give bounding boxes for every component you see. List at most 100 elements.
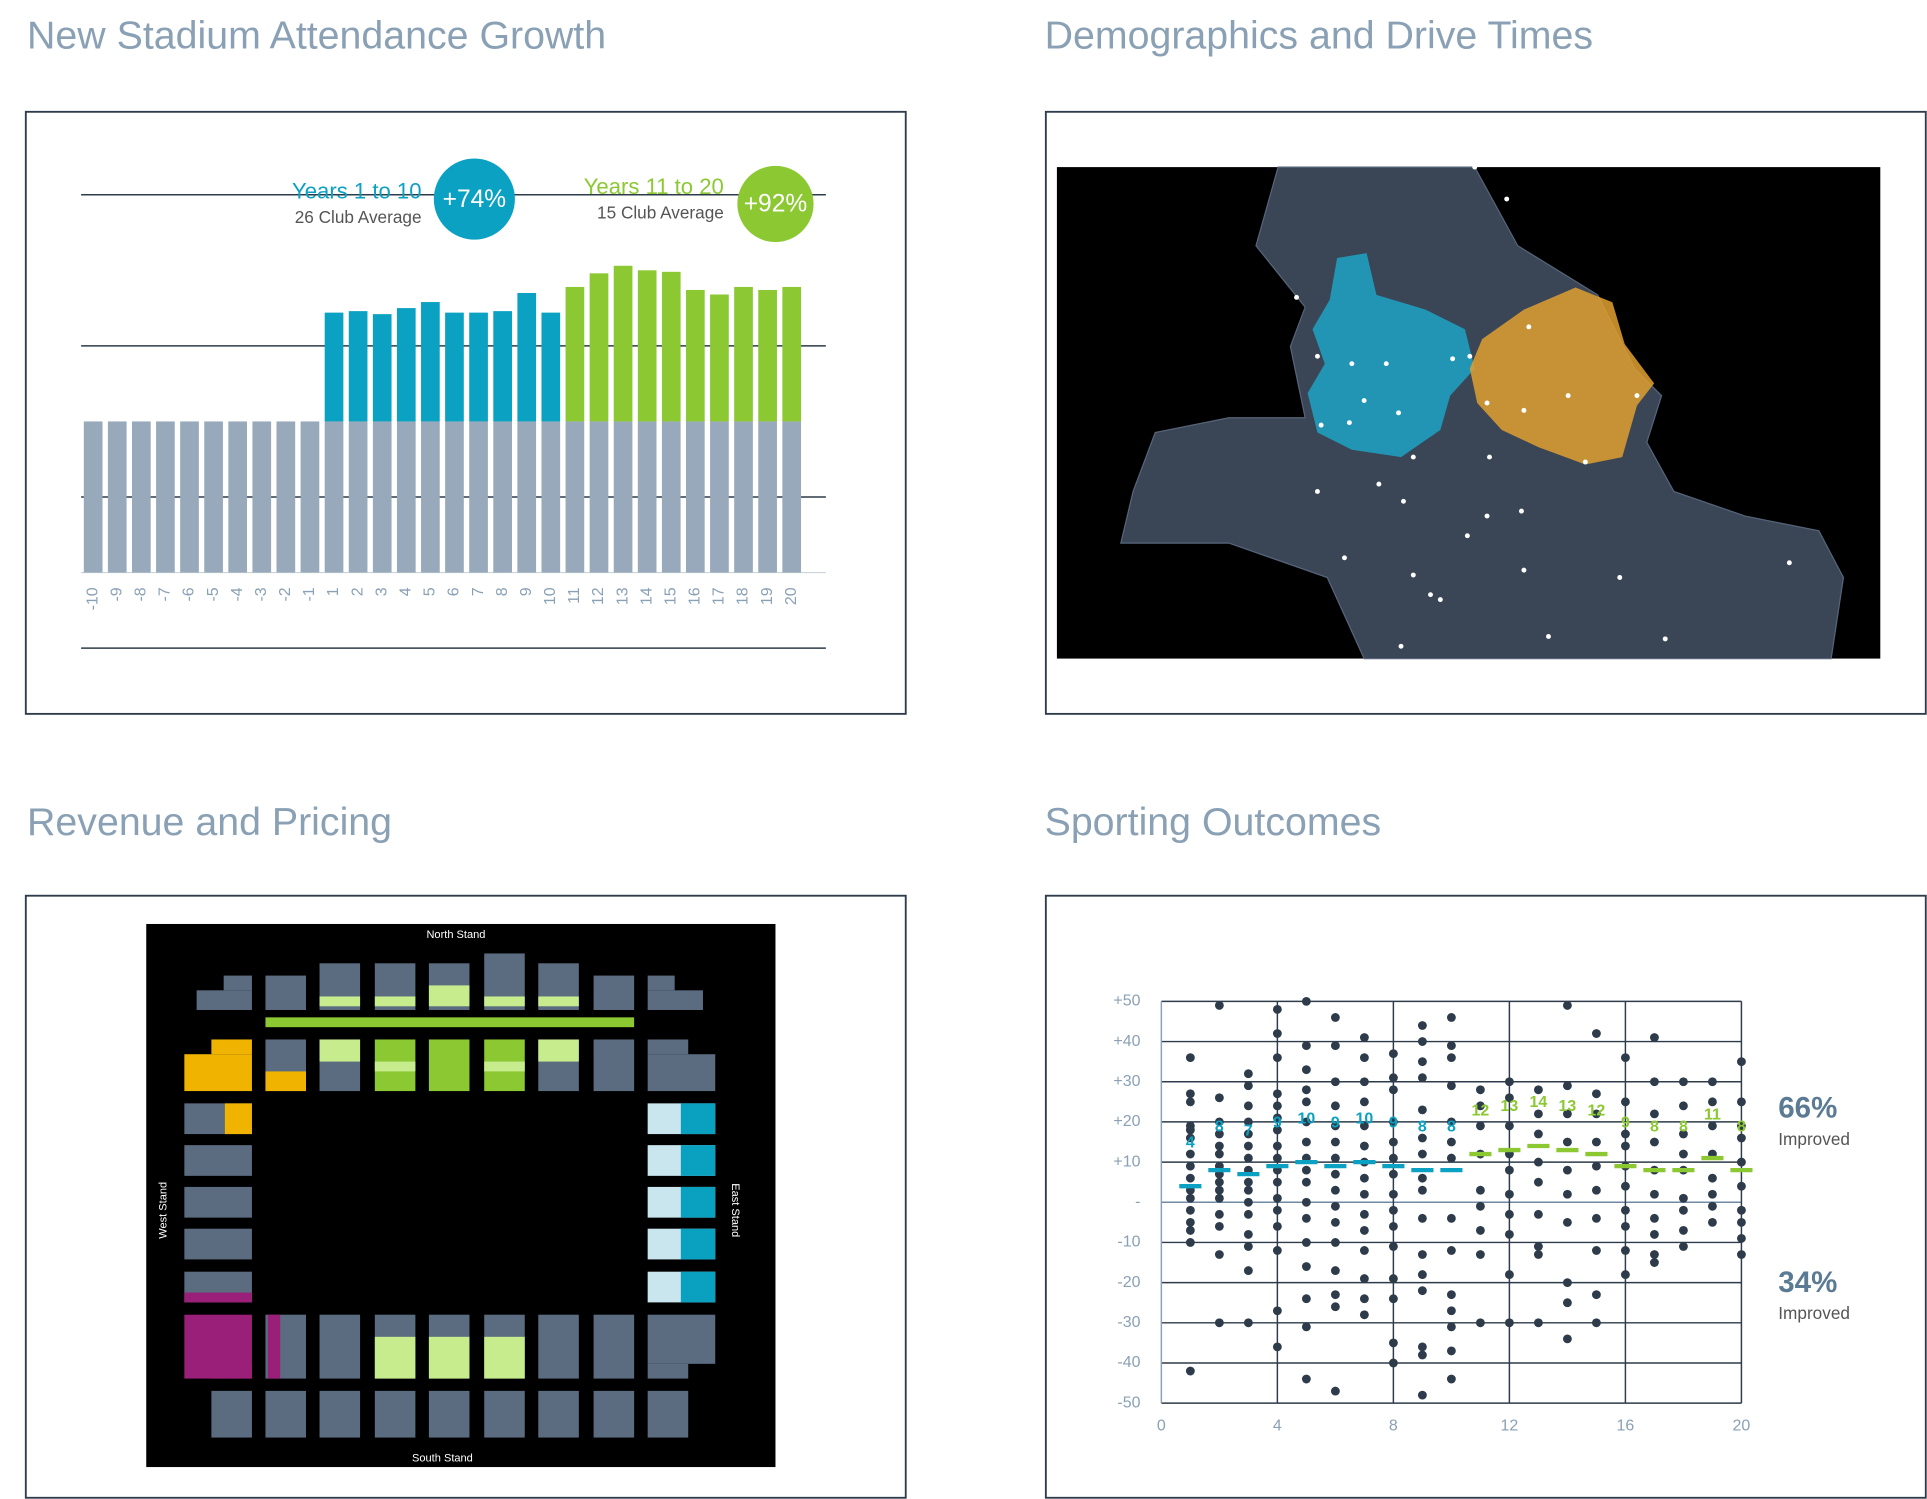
x-tick-label: -8 xyxy=(133,587,150,601)
point xyxy=(1417,1350,1427,1360)
point xyxy=(1446,1346,1456,1356)
x-tick-label: 17 xyxy=(711,587,728,605)
point xyxy=(1243,1242,1253,1251)
point xyxy=(1737,1234,1746,1243)
point xyxy=(1737,1057,1746,1067)
stadium-map: North Stand South Stand West Stand East … xyxy=(146,923,776,1468)
seating-block xyxy=(184,1145,252,1176)
point xyxy=(1301,1238,1311,1247)
point xyxy=(1446,1081,1456,1091)
point xyxy=(1475,1101,1485,1111)
mean-label: 8 xyxy=(1447,1118,1456,1135)
bar-segment xyxy=(348,421,368,573)
bar-segment xyxy=(541,312,561,422)
point xyxy=(1214,1177,1224,1187)
seating-block xyxy=(647,1039,689,1055)
point xyxy=(1562,1217,1572,1227)
seating-block xyxy=(484,1061,525,1072)
map xyxy=(1056,164,1881,660)
point xyxy=(1301,1165,1311,1175)
point xyxy=(1417,1037,1427,1046)
point xyxy=(1388,1049,1398,1059)
bar-segment xyxy=(324,421,344,573)
point xyxy=(1737,1121,1746,1131)
x-tick-label: 1 xyxy=(325,587,342,596)
x-tick-label: 13 xyxy=(614,587,631,605)
x-tick-label: 4 xyxy=(1273,1418,1282,1435)
point xyxy=(1243,1229,1253,1239)
badge-label: +74% xyxy=(443,186,507,213)
bar-segment xyxy=(252,421,272,573)
point xyxy=(1649,1077,1659,1087)
point xyxy=(1533,1129,1543,1139)
mean-label: 9 xyxy=(1621,1114,1630,1131)
point xyxy=(1330,1386,1340,1396)
point xyxy=(1330,1137,1340,1147)
bar-segment xyxy=(565,421,585,573)
bar-segment xyxy=(204,421,223,573)
point xyxy=(1591,1029,1601,1038)
point xyxy=(1417,1390,1427,1400)
point xyxy=(1504,1318,1514,1328)
y-tick-label: -30 xyxy=(1117,1314,1140,1331)
badge xyxy=(737,165,814,243)
seating-block xyxy=(267,1314,281,1379)
point xyxy=(1678,1225,1688,1235)
point xyxy=(1620,1205,1630,1215)
point xyxy=(1272,1004,1282,1014)
point xyxy=(1737,1205,1746,1215)
point xyxy=(1330,1077,1340,1087)
point xyxy=(1649,1033,1659,1042)
mean-label: 12 xyxy=(1588,1102,1606,1119)
point xyxy=(1185,1089,1195,1099)
point xyxy=(1417,1213,1427,1223)
point xyxy=(1591,1109,1601,1119)
point xyxy=(1330,1201,1340,1211)
point xyxy=(1446,1290,1456,1300)
point xyxy=(1737,1097,1746,1107)
point xyxy=(1562,1334,1572,1344)
point xyxy=(1678,1077,1688,1087)
mean-label: 8 xyxy=(1679,1118,1688,1135)
drive-time-area xyxy=(1307,253,1475,458)
point xyxy=(1591,1290,1601,1300)
bar-segment xyxy=(782,421,802,573)
bar-segment xyxy=(493,311,512,422)
point xyxy=(1446,1153,1456,1163)
seating-block xyxy=(538,1390,579,1438)
point xyxy=(1417,1286,1427,1296)
seating-block xyxy=(647,1390,689,1438)
point xyxy=(1388,1117,1398,1127)
point xyxy=(1620,1221,1630,1231)
bar-segment xyxy=(782,286,802,422)
point xyxy=(1388,1338,1398,1348)
point xyxy=(1649,1109,1659,1119)
point xyxy=(1417,1073,1427,1083)
point xyxy=(1388,1221,1398,1231)
bar-segment xyxy=(686,421,705,573)
point xyxy=(1562,1109,1572,1119)
seating-block xyxy=(184,1054,252,1092)
point xyxy=(1562,1137,1572,1147)
point xyxy=(1272,1246,1282,1255)
seating-block xyxy=(647,1054,716,1092)
point xyxy=(1330,1302,1340,1312)
point xyxy=(1272,1101,1282,1111)
seating-block xyxy=(484,1336,525,1379)
point xyxy=(1243,1081,1253,1091)
seating-block xyxy=(428,1336,470,1379)
bar-segment xyxy=(372,314,392,422)
point xyxy=(1504,1189,1514,1199)
seating-block xyxy=(265,975,307,1010)
point xyxy=(1214,1318,1224,1328)
bar-segment xyxy=(396,421,416,573)
point xyxy=(1649,1189,1659,1199)
point xyxy=(1272,1306,1282,1316)
point xyxy=(1620,1129,1630,1139)
seating-block xyxy=(647,1314,716,1364)
bar-segment xyxy=(686,289,705,422)
x-tick-label: 16 xyxy=(1617,1418,1635,1435)
point xyxy=(1243,1101,1253,1111)
bar-segment xyxy=(131,421,151,573)
x-tick-label: 11 xyxy=(566,587,583,604)
